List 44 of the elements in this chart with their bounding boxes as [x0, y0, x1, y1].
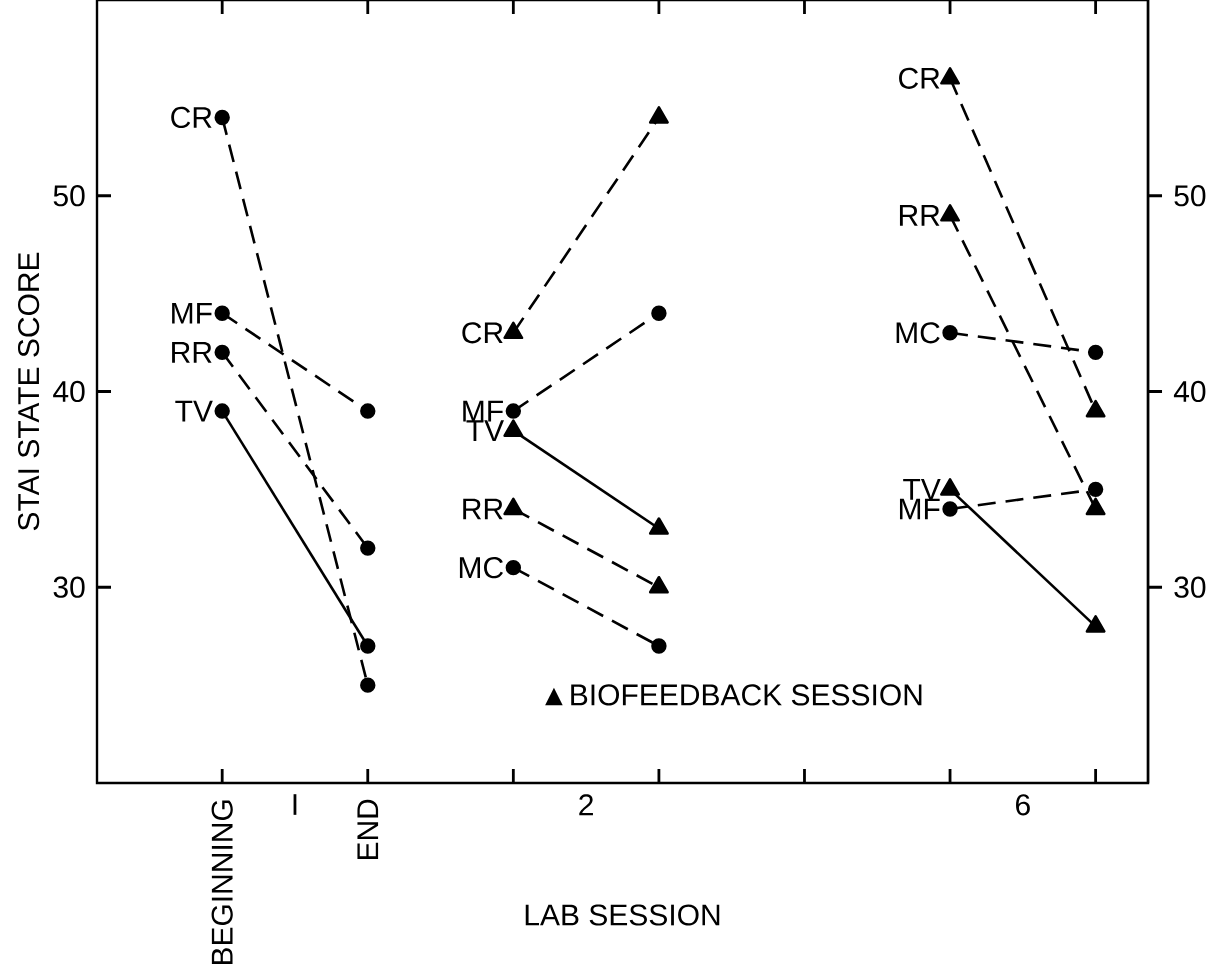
point — [214, 403, 230, 419]
y-tick-label: 30 — [53, 576, 85, 598]
series-label: CR — [899, 67, 940, 89]
point — [360, 677, 376, 693]
series-label: TV — [903, 479, 941, 500]
series-label: CR — [171, 106, 212, 129]
y2-tick-label: 30 — [1174, 576, 1206, 598]
point — [651, 638, 667, 654]
point — [505, 559, 522, 576]
point — [651, 305, 667, 321]
point — [1087, 344, 1104, 361]
text: 2 — [579, 794, 593, 816]
x-axis-title: LAB SESSION — [525, 904, 720, 926]
y-tick-label: 40 — [53, 380, 85, 403]
series-label: RR — [463, 498, 503, 520]
text: I — [293, 794, 297, 815]
series-label: TV — [466, 420, 504, 441]
annotation: ▲BIOFEEDBACK SESSION — [545, 684, 922, 706]
y-tick-label: 50 — [53, 185, 85, 207]
point — [942, 325, 958, 341]
point — [505, 403, 522, 419]
series-label: MF — [899, 498, 940, 520]
series-label: RR — [899, 205, 940, 226]
series-label: MC — [896, 322, 940, 344]
series-label: MC — [459, 557, 503, 579]
series-label: CR — [462, 322, 503, 344]
legend-label: TV — [175, 400, 213, 422]
point — [360, 403, 376, 419]
series-label: MF — [463, 400, 503, 422]
x-tick-label: BEGINNING — [211, 800, 233, 965]
point — [942, 501, 958, 517]
point — [214, 305, 230, 321]
point — [360, 540, 376, 556]
text: 6 — [1016, 794, 1030, 816]
point — [214, 109, 230, 126]
x-tick-label: END — [357, 799, 379, 860]
y-axis-title: STAI STATE SCORE — [17, 252, 40, 531]
series-label: RR — [172, 342, 212, 363]
point — [214, 344, 230, 361]
series-label: MF — [172, 302, 212, 324]
point — [360, 638, 376, 654]
point — [1087, 481, 1104, 498]
y2-tick-label: 50 — [1174, 185, 1206, 207]
y2-tick-label: 40 — [1173, 380, 1206, 403]
